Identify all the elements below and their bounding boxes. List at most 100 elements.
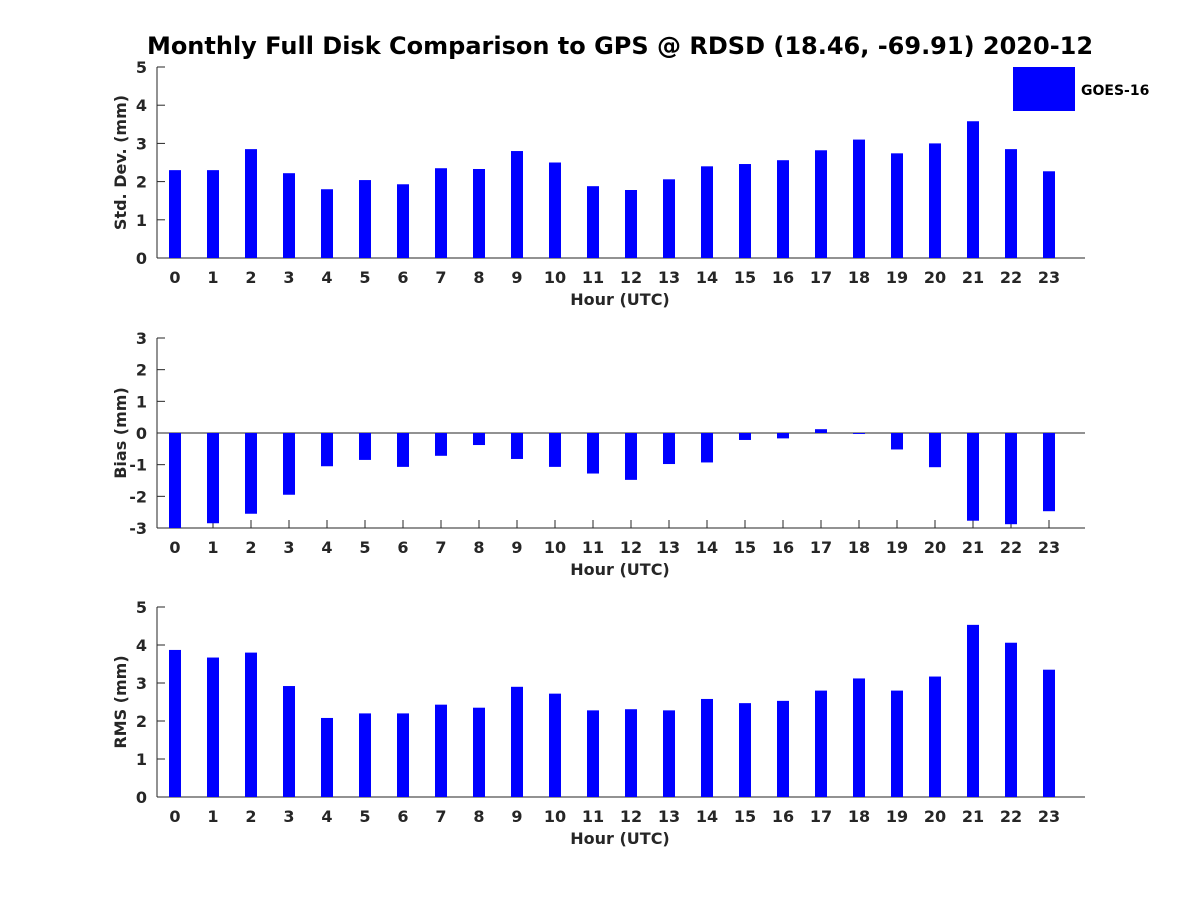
bar-hour-4 [321,433,333,467]
bar-hour-6 [397,184,409,258]
bar-hour-0 [169,170,181,258]
bar-hour-10 [549,162,561,258]
bar-hour-22 [1005,149,1017,258]
bar-hour-20 [929,676,941,797]
y-axis-label: Std. Dev. (mm) [111,95,130,230]
x-tick-label: 5 [359,538,370,557]
bar-hour-1 [207,657,219,797]
x-tick-label: 4 [321,538,332,557]
y-tick-label: 1 [136,750,147,769]
x-tick-label: 19 [886,268,908,287]
x-tick-label: 12 [620,807,642,826]
y-tick-label: 3 [136,674,147,693]
bar-hour-18 [853,433,865,434]
x-tick-label: 20 [924,538,946,557]
x-tick-label: 21 [962,807,984,826]
x-axis-label: Hour (UTC) [570,290,670,309]
bar-hour-9 [511,433,523,459]
bar-hour-22 [1005,433,1017,525]
x-tick-label: 14 [696,268,718,287]
x-tick-label: 2 [245,807,256,826]
bar-hour-2 [245,433,257,514]
x-tick-label: 12 [620,268,642,287]
x-tick-label: 9 [511,538,522,557]
x-tick-label: 4 [321,268,332,287]
bar-hour-12 [625,190,637,258]
x-tick-label: 23 [1038,268,1060,287]
x-tick-label: 21 [962,538,984,557]
y-tick-label: -2 [129,487,147,506]
bar-hour-23 [1043,171,1055,258]
bar-hour-20 [929,143,941,258]
x-tick-label: 14 [696,807,718,826]
y-tick-label: 5 [136,598,147,617]
y-tick-label: 4 [136,636,147,655]
x-tick-label: 0 [169,538,180,557]
bar-hour-7 [435,704,447,797]
y-axis-label: RMS (mm) [111,655,130,748]
y-tick-label: 4 [136,96,147,115]
x-tick-label: 17 [810,268,832,287]
x-tick-label: 10 [544,807,566,826]
x-tick-label: 18 [848,807,870,826]
x-tick-label: 7 [435,807,446,826]
bar-hour-7 [435,433,447,456]
bar-hour-3 [283,433,295,495]
x-tick-label: 10 [544,268,566,287]
x-tick-label: 6 [397,807,408,826]
bar-hour-17 [815,429,827,433]
x-tick-label: 11 [582,807,604,826]
x-tick-label: 10 [544,538,566,557]
y-tick-label: 1 [136,211,147,230]
legend-swatch-goes-16 [1013,67,1075,111]
x-tick-label: 15 [734,807,756,826]
y-tick-label: 3 [136,134,147,153]
bar-hour-9 [511,151,523,258]
bar-hour-8 [473,168,485,258]
x-tick-label: 13 [658,807,680,826]
bar-hour-14 [701,698,713,797]
x-tick-label: 16 [772,268,794,287]
bar-hour-11 [587,186,599,258]
bar-hour-21 [967,624,979,797]
bar-hour-11 [587,710,599,797]
bar-hour-17 [815,690,827,797]
bar-hour-7 [435,168,447,258]
x-tick-label: 15 [734,268,756,287]
x-tick-label: 14 [696,538,718,557]
x-tick-label: 1 [207,807,218,826]
y-tick-label: 0 [136,424,147,443]
bar-hour-12 [625,433,637,480]
bar-hour-5 [359,713,371,797]
bar-hour-2 [245,149,257,258]
legend: GOES-16 [1013,67,1149,111]
bar-hour-9 [511,686,523,797]
x-tick-label: 17 [810,538,832,557]
bar-hour-4 [321,189,333,258]
bar-hour-3 [283,173,295,258]
x-tick-label: 16 [772,538,794,557]
y-tick-label: 0 [136,249,147,268]
bar-hour-12 [625,709,637,797]
x-tick-label: 22 [1000,268,1022,287]
y-tick-label: 0 [136,788,147,807]
bar-hour-20 [929,433,941,468]
y-tick-label: 1 [136,392,147,411]
chart-title: Monthly Full Disk Comparison to GPS @ RD… [147,32,1093,60]
bar-hour-3 [283,686,295,797]
x-tick-label: 5 [359,807,370,826]
bar-hour-15 [739,433,751,440]
bar-hour-21 [967,433,979,521]
x-tick-label: 18 [848,538,870,557]
y-tick-label: 5 [136,58,147,77]
bar-hour-1 [207,170,219,258]
bar-hour-8 [473,707,485,797]
y-tick-label: 2 [136,712,147,731]
x-tick-label: 12 [620,538,642,557]
bar-hour-21 [967,121,979,258]
x-tick-label: 3 [283,268,294,287]
y-tick-label: 2 [136,361,147,380]
bar-hour-19 [891,690,903,797]
